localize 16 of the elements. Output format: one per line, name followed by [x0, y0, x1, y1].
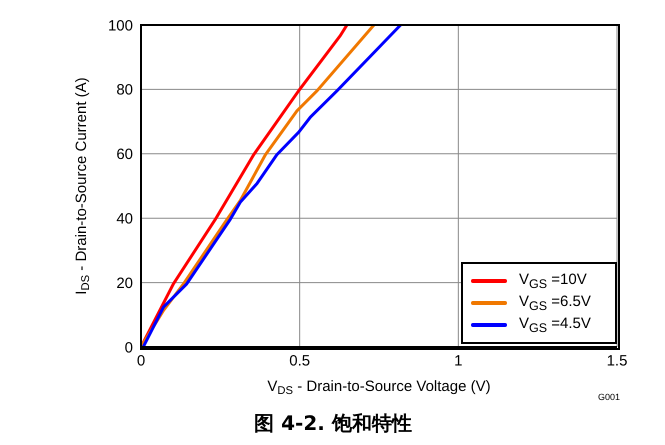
x-axis-title: V$_{DS}$ - Drain-to-Source Voltage (V): [267, 378, 491, 397]
legend-label: V$_{GS}$ =6.5V: [519, 293, 591, 313]
x-tick-label: 1.5: [606, 352, 628, 370]
y-tick-label: 60: [116, 146, 133, 164]
text: G001: [598, 392, 620, 402]
y-tick-label: 40: [116, 210, 133, 228]
x-tick-label: 0: [136, 352, 146, 370]
x-tick-label: 0.5: [289, 352, 310, 370]
x-tick-label: 1: [454, 352, 463, 370]
y-tick-label: 80: [116, 82, 133, 99]
y-tick-label: 100: [108, 17, 133, 34]
y-tick-label: 0: [124, 339, 133, 356]
legend-label: V$_{GS}$ =4.5V: [519, 315, 591, 335]
legend-label: V$_{GS}$ =10V: [519, 271, 587, 291]
y-tick-label: 20: [116, 274, 133, 292]
text: 图 4-2. 饱和特性: [253, 410, 413, 437]
